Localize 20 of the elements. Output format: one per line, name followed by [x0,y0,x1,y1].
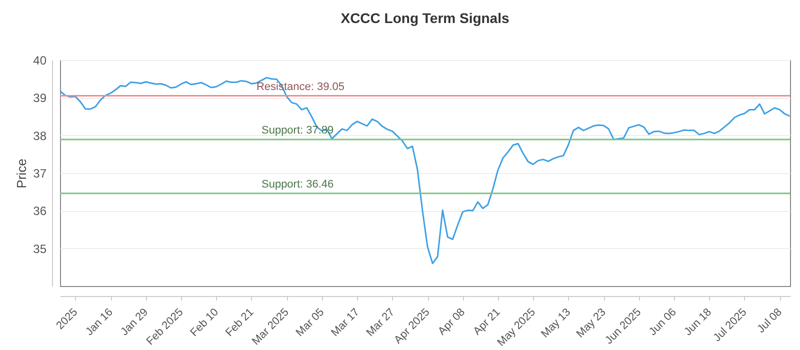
x-tick-label: Mar 05 [294,306,327,339]
x-tick-label: Jun 18 [682,306,714,338]
x-tick-label: Feb 21 [223,306,256,339]
y-tick-label: 37 [33,166,47,180]
x-tick-label: Jul 08 [755,306,784,336]
y-tick-label: 38 [33,128,47,143]
line-series [60,76,790,264]
y-tick-label: 40 [33,54,47,68]
y-tick-label: 35 [33,242,47,256]
chart-title: XCCC Long Term Signals [340,10,510,26]
x-tick-label: Feb 10 [188,306,221,339]
y-tick-label: 36 [33,204,47,218]
x-tick-label: Mar 17 [329,306,362,339]
y-axis-title: Price [14,158,30,188]
x-tick-label: May 13 [539,306,574,340]
x-tick-label: Apr 08 [436,306,468,338]
x-tick-label: Jan 16 [83,306,116,338]
ref-line-label: Support: 36.46 [261,178,334,190]
x-tick-label: Jun 06 [646,306,679,338]
y-tick-label: 39 [33,91,47,106]
